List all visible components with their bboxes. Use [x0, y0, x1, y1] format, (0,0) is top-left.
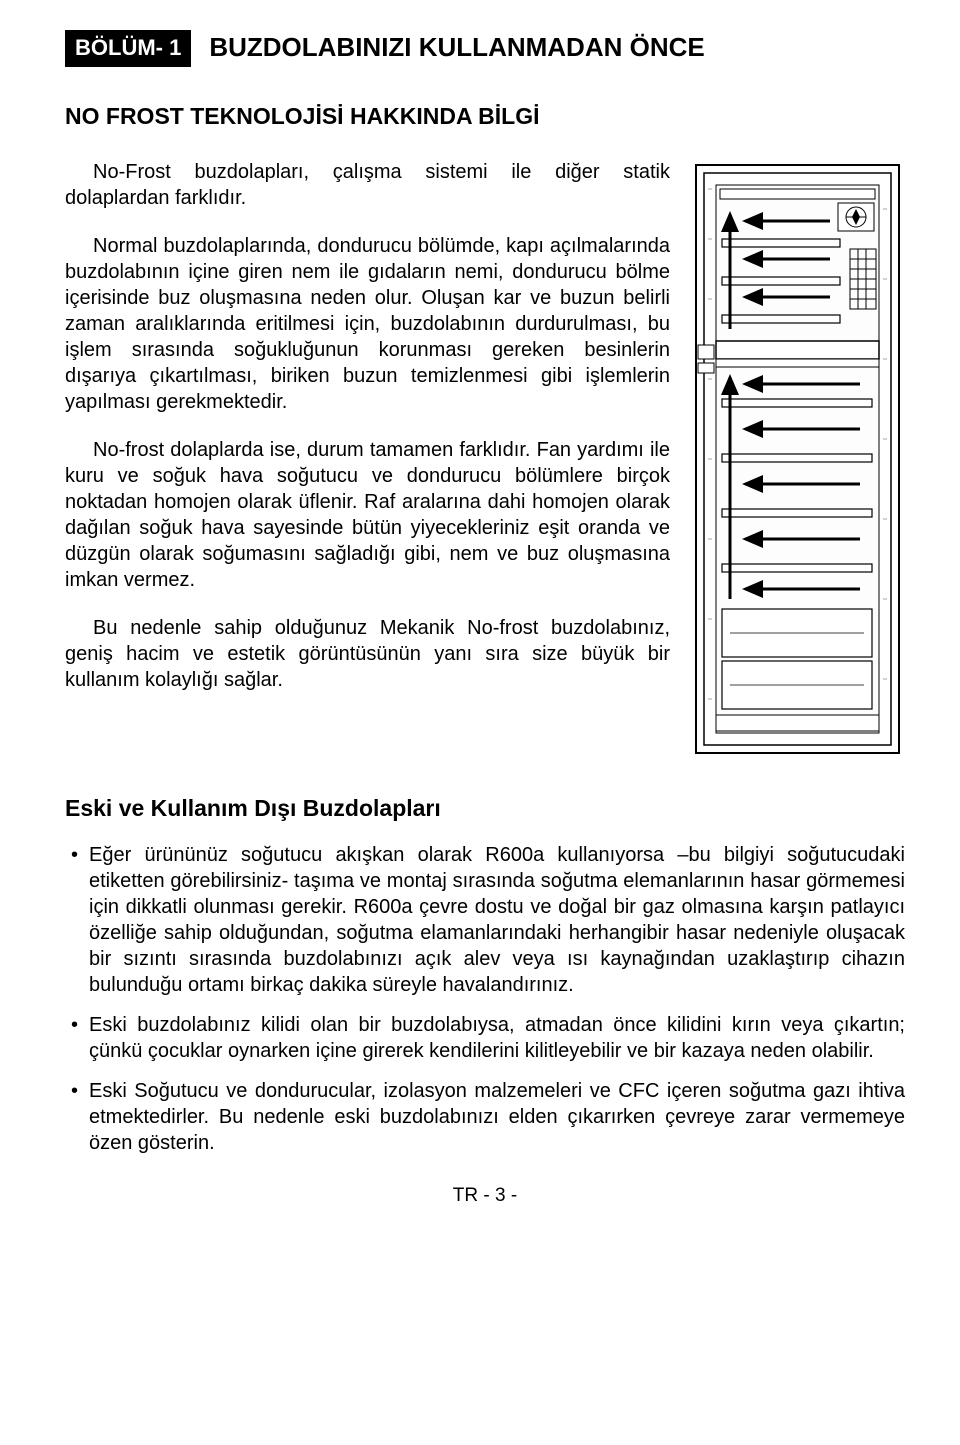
- paragraph-2: Normal buzdolaplarında, dondurucu bölümd…: [65, 233, 670, 415]
- paragraph-4: Bu nedenle sahip olduğunuz Mekanik No-fr…: [65, 615, 670, 693]
- page-subtitle: NO FROST TEKNOLOJİSİ HAKKINDA BİLGİ: [65, 102, 905, 132]
- bullet-list: Eğer ürününüz soğutucu akışkan olarak R6…: [65, 842, 905, 1156]
- paragraph-3: No-frost dolaplarda ise, durum tamamen f…: [65, 437, 670, 593]
- main-content: No-Frost buzdolapları, çalışma sistemi i…: [65, 159, 905, 759]
- subsection-title: Eski ve Kullanım Dışı Buzdolapları: [65, 794, 905, 824]
- diagram-column: [690, 159, 905, 759]
- section-badge: BÖLÜM- 1: [65, 30, 191, 67]
- list-item: Eğer ürününüz soğutucu akışkan olarak R6…: [65, 842, 905, 998]
- list-item: Eski Soğutucu ve dondurucular, izolasyon…: [65, 1078, 905, 1156]
- header-row: BÖLÜM- 1 BUZDOLABINIZI KULLANMADAN ÖNCE: [65, 30, 905, 67]
- list-item: Eski buzdolabınız kilidi olan bir buzdol…: [65, 1012, 905, 1064]
- fridge-airflow-diagram: [690, 159, 905, 759]
- text-column: No-Frost buzdolapları, çalışma sistemi i…: [65, 159, 670, 759]
- section-title: BUZDOLABINIZI KULLANMADAN ÖNCE: [209, 31, 704, 65]
- fan-icon: [838, 203, 874, 231]
- page-footer: TR - 3 -: [65, 1184, 905, 1209]
- paragraph-1: No-Frost buzdolapları, çalışma sistemi i…: [65, 159, 670, 211]
